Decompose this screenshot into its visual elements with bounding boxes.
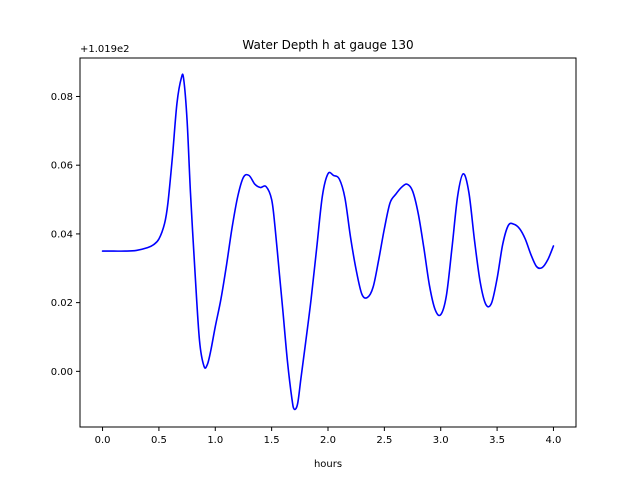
y-tick-label: 0.06 [51,161,73,172]
chart-title: Water Depth h at gauge 130 [242,38,413,52]
plot-area [101,73,555,411]
y-tick-label: 0.02 [51,298,73,309]
y-offset-label: +1.019e2 [80,44,130,55]
x-tick-label: 2.0 [320,435,336,446]
series-line-0 [101,73,555,411]
x-tick-label: 3.0 [433,435,449,446]
y-axis: 0.00 0.02 0.04 0.06 0.08 [51,92,80,378]
y-tick-label: 0.08 [51,92,73,103]
x-tick-label: 0.0 [95,435,111,446]
x-tick-label: 0.5 [151,435,167,446]
x-tick-label: 1.5 [264,435,280,446]
x-tick-label: 2.5 [376,435,392,446]
y-tick-label: 0.00 [51,367,73,378]
x-tick-label: 4.0 [546,435,562,446]
x-tick-label: 3.5 [489,435,505,446]
x-axis: 0.0 0.5 1.0 1.5 2.0 2.5 3.0 3.5 4.0 [95,427,562,446]
x-tick-label: 1.0 [207,435,223,446]
y-tick-label: 0.04 [51,229,73,240]
x-axis-label: hours [314,459,342,470]
axes-frame [79,57,577,428]
